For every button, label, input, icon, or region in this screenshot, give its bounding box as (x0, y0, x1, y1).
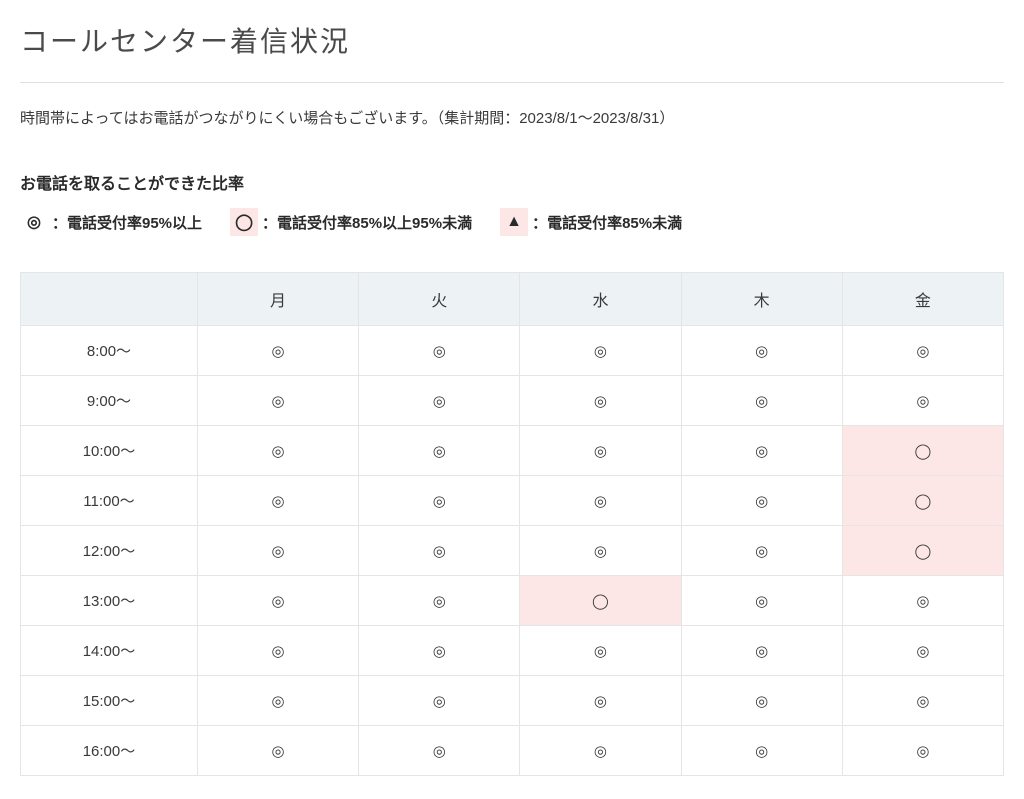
table-header-day-3: 水 (520, 273, 681, 326)
legend-heading: お電話を取ることができた比率 (20, 170, 1004, 194)
status-cell: ◎ (359, 626, 520, 676)
time-cell: 15:00〜 (21, 676, 198, 726)
status-cell: ◎ (197, 376, 358, 426)
legend-row: ◎：電話受付率95%以上 ◯：電話受付率85%以上95%未満 ▲：電話受付率85%未… (20, 208, 1004, 236)
table-header-day-4: 木 (681, 273, 842, 326)
status-cell: ◎ (842, 326, 1003, 376)
table-row: 11:00〜◎◎◎◎◯ (21, 476, 1004, 526)
status-cell: ◯ (842, 476, 1003, 526)
table-header-day-2: 火 (359, 273, 520, 326)
status-cell: ◎ (520, 526, 681, 576)
status-cell: ◎ (197, 426, 358, 476)
status-cell: ◎ (842, 576, 1003, 626)
page-subtitle: 時間帯によってはお電話がつながりにくい場合もございます。（集計期間：2023/8… (20, 107, 1004, 128)
status-cell: ◎ (681, 326, 842, 376)
time-cell: 8:00〜 (21, 326, 198, 376)
status-cell: ◎ (197, 676, 358, 726)
status-cell: ◎ (359, 576, 520, 626)
legend-symbol-2: ▲ (500, 208, 528, 236)
status-cell: ◎ (359, 326, 520, 376)
table-row: 8:00〜◎◎◎◎◎ (21, 326, 1004, 376)
status-cell: ◎ (681, 626, 842, 676)
time-cell: 11:00〜 (21, 476, 198, 526)
status-cell: ◎ (197, 626, 358, 676)
page-title: コールセンター着信状況 (20, 20, 1004, 83)
status-cell: ◎ (520, 726, 681, 776)
time-cell: 14:00〜 (21, 626, 198, 676)
status-cell: ◎ (842, 626, 1003, 676)
time-cell: 10:00〜 (21, 426, 198, 476)
status-cell: ◎ (681, 726, 842, 776)
status-cell: ◎ (197, 576, 358, 626)
status-cell: ◎ (520, 476, 681, 526)
status-cell: ◎ (359, 726, 520, 776)
table-body: 8:00〜◎◎◎◎◎9:00〜◎◎◎◎◎10:00〜◎◎◎◎◯11:00〜◎◎◎… (21, 326, 1004, 776)
legend-label-1: ：電話受付率85%以上95%未満 (262, 212, 472, 233)
table-row: 13:00〜◎◎◯◎◎ (21, 576, 1004, 626)
status-cell: ◯ (520, 576, 681, 626)
legend-label-2: ：電話受付率85%未満 (532, 212, 682, 233)
status-cell: ◎ (359, 426, 520, 476)
status-cell: ◎ (842, 676, 1003, 726)
status-cell: ◎ (681, 426, 842, 476)
status-cell: ◎ (520, 426, 681, 476)
table-row: 9:00〜◎◎◎◎◎ (21, 376, 1004, 426)
status-cell: ◎ (681, 676, 842, 726)
status-cell: ◎ (197, 326, 358, 376)
status-cell: ◎ (681, 526, 842, 576)
time-cell: 13:00〜 (21, 576, 198, 626)
status-cell: ◎ (520, 676, 681, 726)
status-cell: ◎ (681, 576, 842, 626)
status-cell: ◎ (842, 726, 1003, 776)
status-cell: ◎ (520, 376, 681, 426)
legend-label-0: ：電話受付率95%以上 (52, 212, 202, 233)
status-cell: ◯ (842, 526, 1003, 576)
status-cell: ◎ (681, 376, 842, 426)
table-header-day-5: 金 (842, 273, 1003, 326)
table-row: 12:00〜◎◎◎◎◯ (21, 526, 1004, 576)
table-row: 15:00〜◎◎◎◎◎ (21, 676, 1004, 726)
table-row: 14:00〜◎◎◎◎◎ (21, 626, 1004, 676)
call-status-table: 月火水木金 8:00〜◎◎◎◎◎9:00〜◎◎◎◎◎10:00〜◎◎◎◎◯11:… (20, 272, 1004, 776)
legend-item-1: ◯：電話受付率85%以上95%未満 (230, 208, 472, 236)
status-cell: ◎ (359, 476, 520, 526)
legend-symbol-1: ◯ (230, 208, 258, 236)
legend-item-2: ▲：電話受付率85%未満 (500, 208, 682, 236)
status-cell: ◎ (359, 676, 520, 726)
status-cell: ◎ (197, 526, 358, 576)
status-cell: ◯ (842, 426, 1003, 476)
status-cell: ◎ (197, 476, 358, 526)
time-cell: 9:00〜 (21, 376, 198, 426)
status-cell: ◎ (197, 726, 358, 776)
table-header-time (21, 273, 198, 326)
table-header-row: 月火水木金 (21, 273, 1004, 326)
status-cell: ◎ (681, 476, 842, 526)
status-cell: ◎ (520, 326, 681, 376)
table-row: 10:00〜◎◎◎◎◯ (21, 426, 1004, 476)
table-header-day-1: 月 (197, 273, 358, 326)
time-cell: 12:00〜 (21, 526, 198, 576)
legend-item-0: ◎：電話受付率95%以上 (20, 208, 202, 236)
time-cell: 16:00〜 (21, 726, 198, 776)
status-cell: ◎ (520, 626, 681, 676)
status-cell: ◎ (359, 376, 520, 426)
status-cell: ◎ (842, 376, 1003, 426)
status-cell: ◎ (359, 526, 520, 576)
table-row: 16:00〜◎◎◎◎◎ (21, 726, 1004, 776)
legend-symbol-0: ◎ (20, 208, 48, 236)
